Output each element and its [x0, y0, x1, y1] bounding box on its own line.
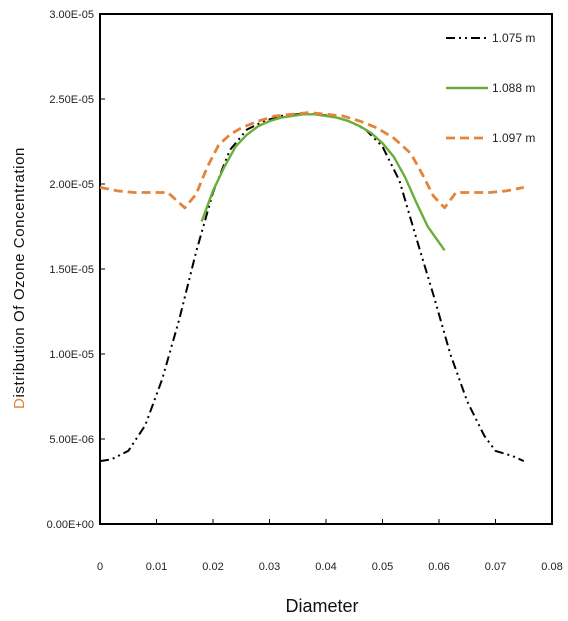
- x-axis: 0 0.01 0.02 0.03 0.04 0.05 0.06 0.07 0.08: [97, 519, 563, 573]
- series-layer: [99, 111, 525, 463]
- y-tick-label: 2.50E-05: [49, 94, 94, 106]
- x-tick-label: 0.03: [259, 561, 280, 573]
- y-tick-label: 2.00E-05: [49, 179, 94, 191]
- y-axis-title: Distribution Of Ozone Concentration: [11, 147, 28, 409]
- x-tick-label: 0.06: [428, 561, 449, 573]
- series-line-2: [200, 113, 446, 251]
- x-tick-label: 0.07: [485, 561, 506, 573]
- x-tick-label: 0.04: [315, 561, 336, 573]
- y-tick-label: 5.00E-06: [49, 434, 94, 446]
- legend-label: 1.075 m: [492, 31, 535, 45]
- x-tick-label: 0: [97, 561, 103, 573]
- y-tick-label: 1.00E-05: [49, 349, 94, 361]
- legend-label: 1.097 m: [492, 131, 535, 145]
- y-tick-label: 0.00E+00: [47, 519, 94, 531]
- legend: 1.075 m 1.088 m 1.097 m: [446, 31, 535, 145]
- series-line-1: [99, 113, 525, 463]
- x-axis-title: Diameter: [285, 596, 358, 616]
- y-tick-label: 3.00E-05: [49, 9, 94, 21]
- x-tick-label: 0.08: [541, 561, 562, 573]
- x-tick-label: 0.02: [202, 561, 223, 573]
- x-tick-label: 0.05: [372, 561, 393, 573]
- y-tick-label: 1.50E-05: [49, 264, 94, 276]
- plot-area: [99, 13, 553, 525]
- y-axis: 0.00E+00 5.00E-06 1.00E-05 1.50E-05 2.00E-05…: [47, 9, 105, 531]
- legend-label: 1.088 m: [492, 81, 535, 95]
- x-tick-label: 0.01: [146, 561, 167, 573]
